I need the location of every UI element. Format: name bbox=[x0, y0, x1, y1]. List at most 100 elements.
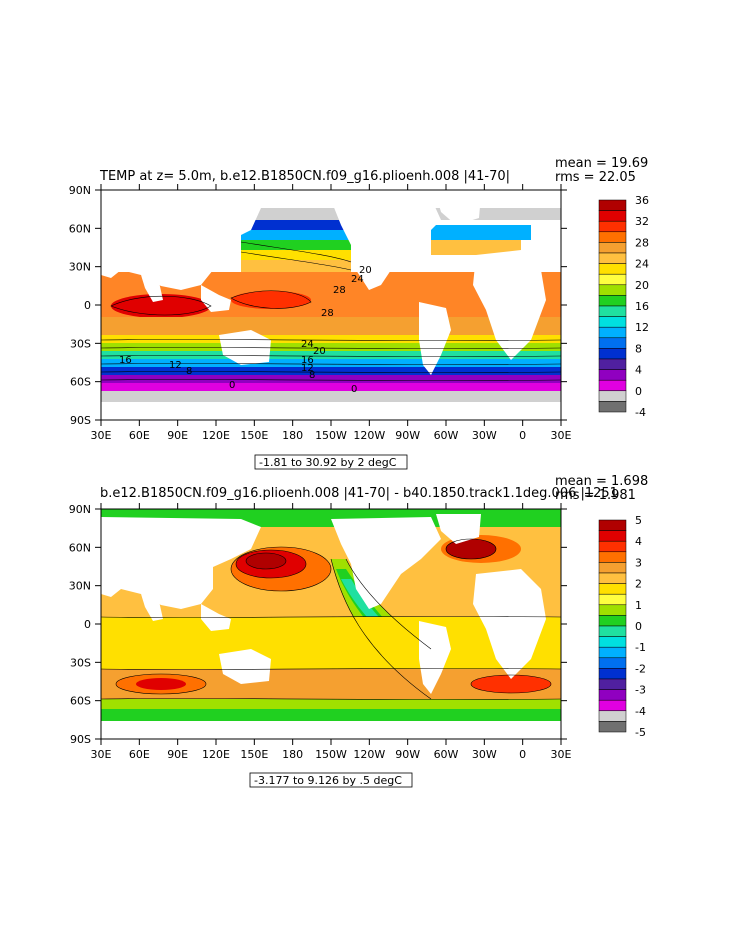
panel-1-range-box: -1.81 to 30.92 by 2 degC bbox=[254, 454, 408, 470]
panel-1-rms: rms = 22.05 bbox=[555, 170, 636, 185]
lon-tick-label: 150E bbox=[240, 429, 268, 442]
lon-tick-label: 30E bbox=[91, 748, 112, 761]
colorbar-label: -4 bbox=[635, 705, 646, 718]
colorbar-swatch bbox=[598, 530, 627, 542]
lon-tick-label: 60E bbox=[129, 748, 150, 761]
lon-tick-label: 90W bbox=[395, 748, 420, 761]
lon-tick-label: 90E bbox=[167, 429, 188, 442]
panel-1-range-text: -1.81 to 30.92 by 2 degC bbox=[259, 456, 397, 469]
colorbar-label: 28 bbox=[635, 236, 649, 249]
panel-1-colorbar: 36 32 28 24 20 16 12 8 4 0 -4 bbox=[598, 194, 649, 419]
lon-tick-label: 120W bbox=[353, 429, 385, 442]
lat-tick-label: 90S bbox=[70, 733, 91, 746]
lat-tick-label: 0 bbox=[84, 618, 91, 631]
colorbar-swatch bbox=[598, 710, 627, 722]
lat-tick-label: 90S bbox=[70, 414, 91, 427]
colorbar-swatch bbox=[598, 615, 627, 627]
colorbar-label: 1 bbox=[635, 599, 642, 612]
panel-2-rms: rms = 1.981 bbox=[555, 488, 636, 503]
lon-tick-label: 180 bbox=[282, 429, 303, 442]
colorbar-swatch bbox=[598, 231, 627, 243]
contour-label: 12 bbox=[301, 363, 314, 374]
colorbar-swatch bbox=[598, 668, 627, 680]
colorbar-label: 36 bbox=[635, 194, 649, 207]
colorbar-label: 16 bbox=[635, 300, 649, 313]
colorbar-label: 3 bbox=[635, 556, 642, 569]
colorbar-swatch bbox=[598, 657, 627, 669]
lon-tick-label: 150E bbox=[240, 748, 268, 761]
colorbar-label: 0 bbox=[635, 620, 642, 633]
colorbar-label: -1 bbox=[635, 641, 646, 654]
colorbar-label: 20 bbox=[635, 279, 649, 292]
panel-2-title: b.e12.B1850CN.f09_g16.plioenh.008 |41-70… bbox=[100, 486, 618, 501]
colorbar-swatch bbox=[598, 337, 627, 349]
lon-tick-label: 120E bbox=[202, 429, 230, 442]
panel-1-title: TEMP at z= 5.0m, b.e12.B1850CN.f09_g16.p… bbox=[99, 169, 510, 184]
contour-label: 20 bbox=[359, 265, 372, 276]
lat-tick-label: 30S bbox=[70, 656, 91, 669]
panel-2: b.e12.B1850CN.f09_g16.plioenh.008 |41-70… bbox=[69, 474, 648, 788]
colorbar-label: 5 bbox=[635, 514, 642, 527]
panel-2-range-box: -3.177 to 9.126 by .5 degC bbox=[249, 772, 413, 788]
colorbar-swatch bbox=[598, 646, 627, 659]
colorbar-swatch bbox=[598, 562, 627, 574]
colorbar-swatch bbox=[598, 305, 627, 317]
contour-label: 8 bbox=[309, 370, 315, 381]
lon-tick-label: 30E bbox=[551, 429, 572, 442]
contour-label: 28 bbox=[333, 285, 346, 296]
colorbar-swatch bbox=[598, 220, 627, 233]
panel-1: TEMP at z= 5.0m, b.e12.B1850CN.f09_g16.p… bbox=[69, 156, 649, 470]
panel-2-map bbox=[100, 508, 562, 740]
panel-1-mean: mean = 19.69 bbox=[555, 156, 648, 171]
lon-tick-label: 150W bbox=[315, 429, 347, 442]
colorbar-swatch bbox=[598, 252, 627, 264]
lon-tick-label: 90E bbox=[167, 748, 188, 761]
panel-1-axes: 30E 60E 90E 120E 150E 180 150W 120W 90W 60W 30W 0 30… bbox=[69, 184, 572, 442]
panel-2-mean: mean = 1.698 bbox=[555, 474, 648, 489]
lat-tick-label: 30S bbox=[70, 337, 91, 350]
lat-tick-label: 60S bbox=[70, 376, 91, 389]
colorbar-swatch bbox=[598, 636, 627, 648]
panel-2-axes: 30E 60E 90E 120E 150E 180 150W 120W 90W 60W 30W 0 30… bbox=[69, 503, 572, 761]
contour-label: 12 bbox=[169, 360, 182, 371]
colorbar-swatch bbox=[598, 689, 627, 701]
contour-label: 20 bbox=[313, 346, 326, 357]
lat-tick-label: 0 bbox=[84, 299, 91, 312]
colorbar-label: 24 bbox=[635, 258, 649, 271]
colorbar-swatch bbox=[598, 551, 627, 563]
colorbar-swatch bbox=[598, 678, 627, 690]
contour-label: 24 bbox=[351, 274, 364, 285]
lat-tick-label: 90N bbox=[69, 184, 91, 197]
lat-tick-label: 90N bbox=[69, 503, 91, 516]
colorbar-swatch bbox=[598, 326, 627, 339]
contour-label: 28 bbox=[321, 308, 334, 319]
contour-label: 8 bbox=[186, 366, 192, 377]
colorbar-swatch bbox=[598, 401, 627, 413]
colorbar-swatch bbox=[598, 583, 627, 595]
colorbar-swatch bbox=[598, 369, 627, 381]
colorbar-label: -4 bbox=[635, 406, 646, 419]
lat-tick-label: 60N bbox=[69, 222, 91, 235]
contour-label: 16 bbox=[119, 355, 132, 366]
panel-2-colorbar: 5 4 3 2 1 0 -1 -2 -3 -4 -5 bbox=[598, 514, 646, 739]
colorbar-label: 32 bbox=[635, 215, 649, 228]
colorbar-label: 4 bbox=[635, 535, 642, 548]
lon-tick-label: 60E bbox=[129, 429, 150, 442]
lon-tick-label: 60W bbox=[434, 429, 459, 442]
colorbar-swatch bbox=[598, 348, 627, 360]
colorbar-swatch bbox=[598, 273, 627, 286]
colorbar-label: 12 bbox=[635, 321, 649, 334]
colorbar-label: 0 bbox=[635, 385, 642, 398]
colorbar-swatch bbox=[598, 379, 627, 392]
colorbar-swatch bbox=[598, 593, 627, 606]
contour-label: 24 bbox=[301, 339, 314, 350]
contour-label: 16 bbox=[301, 355, 314, 366]
colorbar-swatch bbox=[598, 210, 627, 222]
colorbar-label: -2 bbox=[635, 662, 646, 675]
lon-tick-label: 180 bbox=[282, 748, 303, 761]
colorbar-swatch bbox=[598, 699, 627, 712]
contour-label: 0 bbox=[351, 384, 357, 395]
colorbar-swatch bbox=[598, 519, 627, 531]
lon-tick-label: 120W bbox=[353, 748, 385, 761]
colorbar-label: 4 bbox=[635, 364, 642, 377]
